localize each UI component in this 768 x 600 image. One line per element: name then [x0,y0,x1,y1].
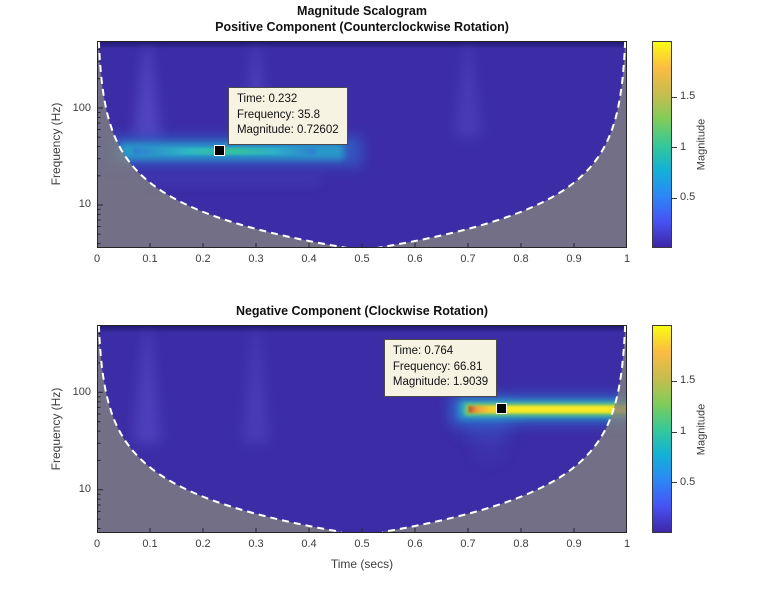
scalogram-heatmap-positive[interactable] [97,41,627,248]
x-tick-label: 0.1 [142,538,158,550]
x-tick-label: 0.6 [407,253,423,265]
x-tick-label: 0.9 [566,253,582,265]
datatip-marker-positive[interactable] [213,145,225,157]
x-tick-label: 0.3 [248,253,264,265]
subplot-title-negative: Negative Component (Clockwise Rotation) [235,304,489,318]
y-tick-label: 100 [72,385,91,398]
colorbar-tick [672,482,677,484]
colorbar-tick-label: 0.5 [680,191,696,203]
datatip-frequency: Frequency: 66.81 [392,360,483,373]
colorbar-negative [652,325,672,533]
x-tick-label: 0.4 [301,253,317,265]
colorbar-tick-label: 1.5 [680,374,696,387]
x-tick-label: 0.8 [513,538,529,550]
colorbar-tick-label: 1.5 [680,90,696,103]
scalogram-heatmap-negative[interactable] [97,325,627,533]
x-tick-label: 0.2 [195,253,211,265]
y-axis-label-bottom: Frequency (Hz) [49,387,63,471]
x-tick-label: 0.8 [513,253,529,265]
colorbar-tick-label: 1 [680,140,687,153]
scalogram-svg [97,41,627,248]
scalogram-svg [97,325,627,533]
datatip-magnitude: Magnitude: 0.72602 [236,124,339,137]
colorbar-tick [672,197,677,199]
datatip-marker-negative[interactable] [495,403,507,415]
x-tick-label: 0.5 [354,253,370,265]
colorbar-label-top: Magnitude [695,118,708,171]
subplot-title-positive: Positive Component (Counterclockwise Rot… [215,20,509,34]
datatip-time: Time: 0.232 [236,93,298,106]
colorbar-tick-label: 0.5 [680,475,696,488]
datatip-positive[interactable]: Time: 0.232 Frequency: 35.8 Magnitude: 0… [227,87,348,145]
x-tick-label: 1 [623,538,631,550]
colorbar-tick [672,431,677,433]
y-tick-label: 10 [78,483,91,496]
x-tick-label: 0 [93,538,101,550]
x-tick-label: 0.7 [460,538,476,550]
datatip-time: Time: 0.764 [392,345,454,358]
colorbar-positive [652,41,672,248]
x-tick-label: 0.7 [460,253,476,265]
x-axis-label: Time (secs) [330,557,394,571]
y-axis-label-top: Frequency (Hz) [49,102,63,186]
y-tick-label: 100 [72,101,91,114]
x-tick-label: 0.1 [142,253,158,265]
x-tick-label: 0.9 [566,538,582,550]
colorbar-tick-label: 1 [680,425,687,438]
figure-title: Magnitude Scalogram [297,4,427,18]
y-tick-label: 10 [78,198,91,211]
colorbar-tick [672,380,677,382]
x-tick-label: 0.5 [354,538,370,550]
datatip-negative[interactable]: Time: 0.764 Frequency: 66.81 Magnitude: … [383,339,498,397]
x-tick-label: 0.6 [407,538,423,550]
datatip-magnitude: Magnitude: 1.9039 [392,376,489,389]
x-tick-label: 0.2 [195,538,211,550]
x-tick-label: 0.3 [248,538,264,550]
x-tick-label: 0.4 [301,538,317,550]
colorbar-tick [672,96,677,98]
colorbar-label-bottom: Magnitude [695,403,708,456]
datatip-frequency: Frequency: 35.8 [236,108,321,121]
x-tick-label: 0 [93,253,101,265]
colorbar-tick [672,147,677,149]
x-tick-label: 1 [623,253,631,265]
